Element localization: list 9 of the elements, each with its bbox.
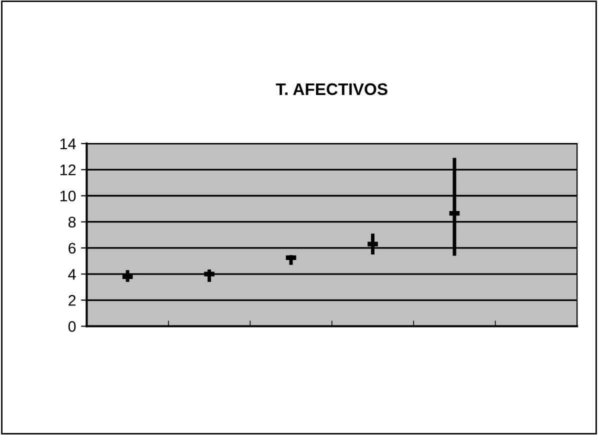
y-tick-label: 14 — [60, 138, 76, 150]
chart-title: T. AFECTIVOS — [276, 83, 388, 96]
y-tick-label: 4 — [68, 269, 76, 280]
y-tick-label: 2 — [68, 295, 76, 306]
y-tick-label: 0 — [68, 321, 76, 332]
y-tick-label: 6 — [68, 242, 76, 254]
y-tick-label: 10 — [60, 190, 76, 202]
y-tick-label: 12 — [60, 164, 76, 176]
y-tick-label: 8 — [68, 216, 76, 228]
